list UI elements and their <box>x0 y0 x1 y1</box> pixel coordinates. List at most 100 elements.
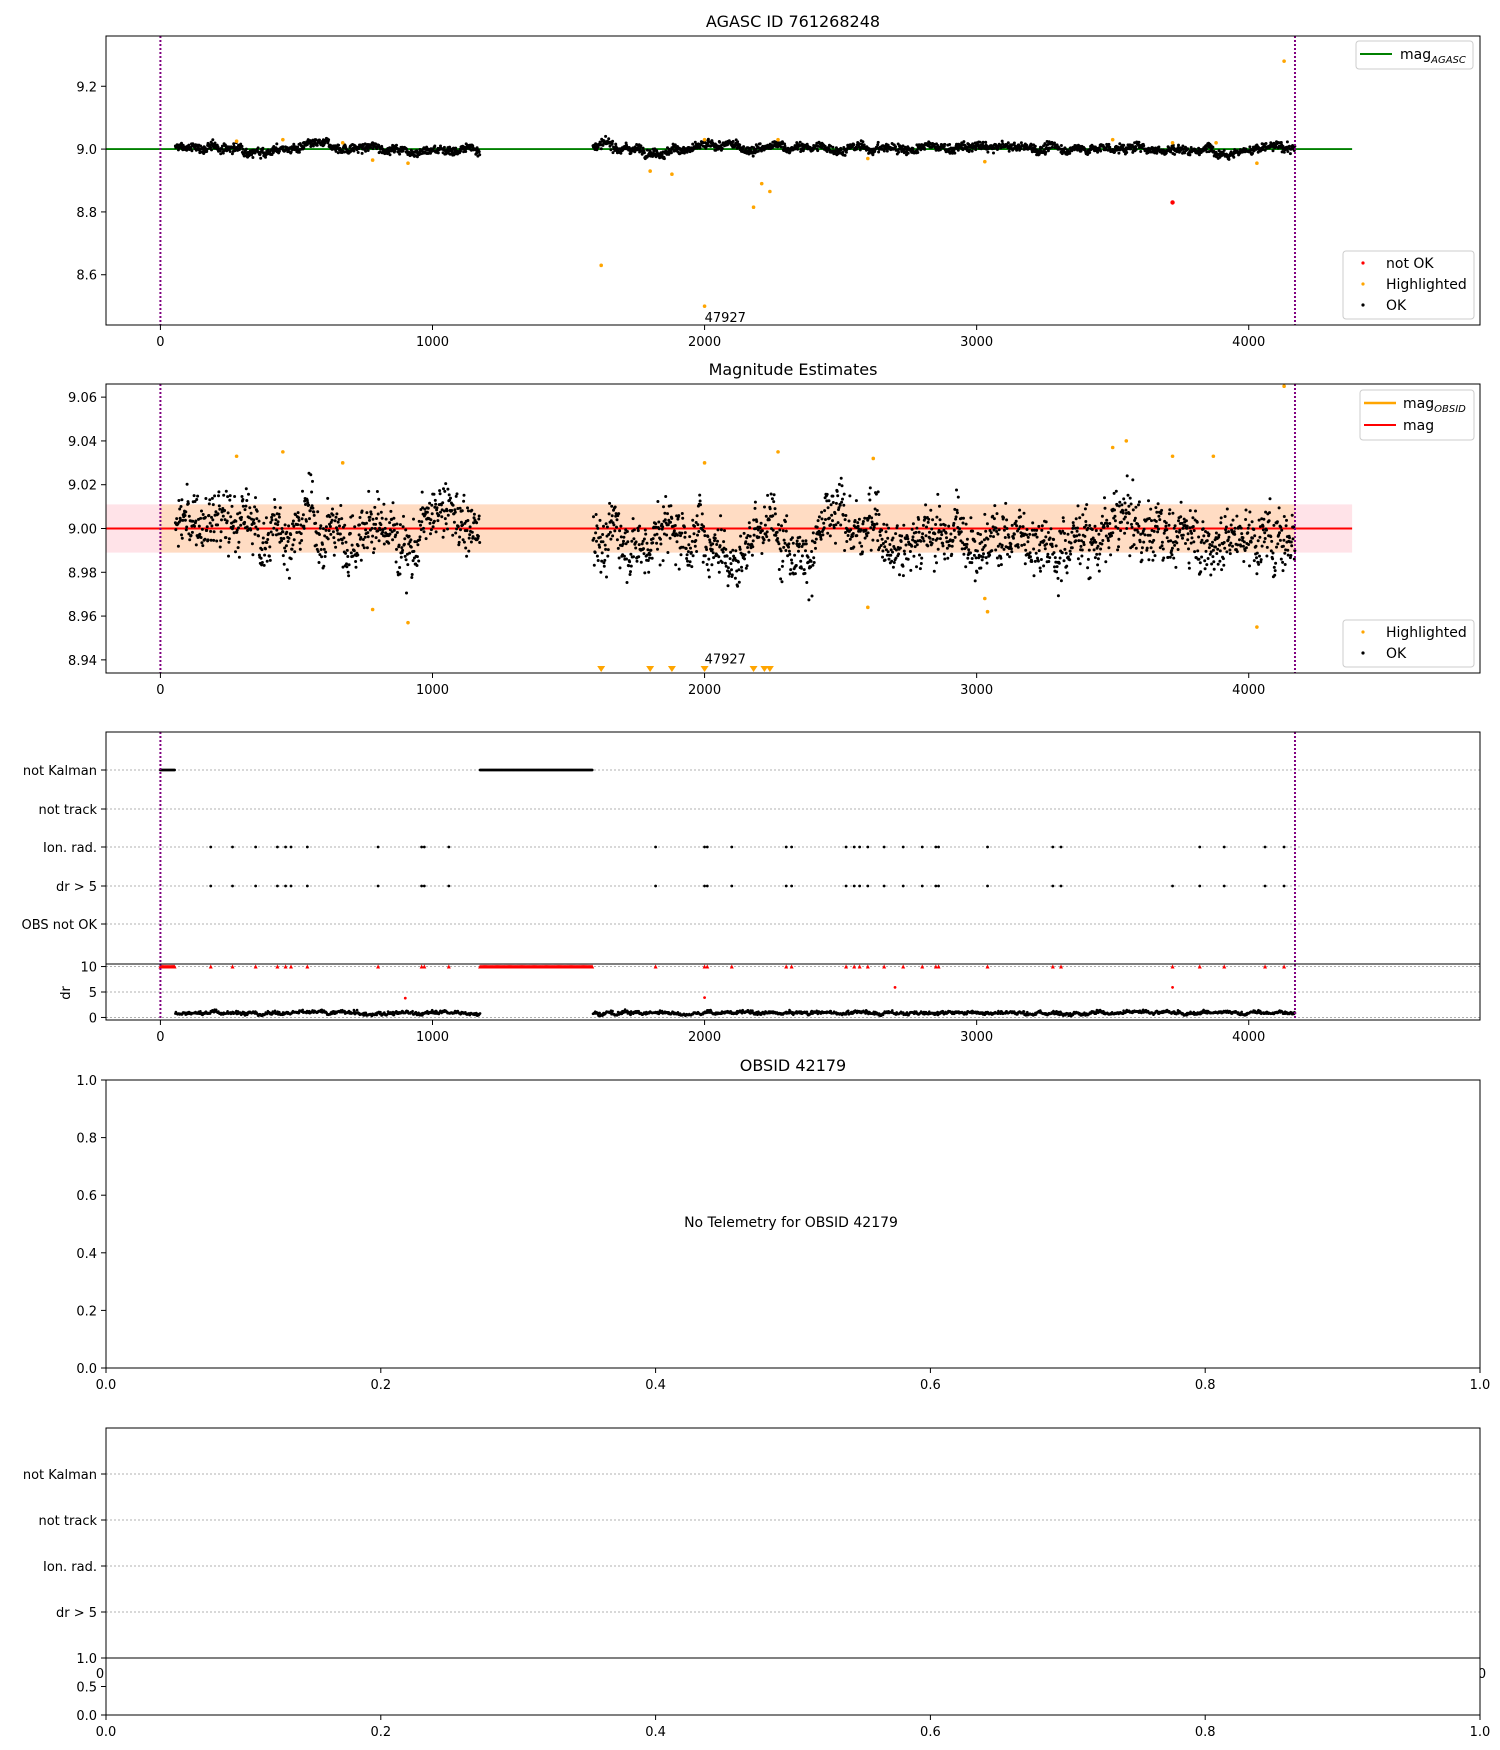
estimates-ok-point <box>218 545 222 549</box>
agasc-ok-point <box>971 142 975 146</box>
agasc-ok-point <box>439 144 442 148</box>
estimates-ok-point <box>226 495 230 499</box>
estimates-ok-point <box>443 489 447 493</box>
estimates-ok-point <box>729 550 733 554</box>
estimates-ok-point <box>335 528 339 532</box>
estimates-ok-point <box>1168 508 1172 512</box>
estimates-highlighted-point <box>281 450 285 454</box>
estimates-ok-point <box>1009 542 1013 546</box>
agasc-ok-point <box>956 148 960 152</box>
estimates-ok-point <box>1286 553 1290 557</box>
estimates-ok-point <box>619 524 623 528</box>
estimates-ok-point <box>1094 540 1098 544</box>
estimates-ok-point <box>1203 567 1207 571</box>
estimates-ok-point <box>1211 548 1215 552</box>
estimates-ok-point <box>939 530 943 534</box>
ion-rad-point <box>654 845 657 849</box>
estimates-ok-point <box>869 526 873 530</box>
estimates-ok-point <box>321 542 324 546</box>
estimates-ok-point <box>845 540 849 543</box>
estimates-ok-point <box>331 507 334 511</box>
estimates-ok-point <box>1233 526 1237 530</box>
estimates-ok-point <box>917 517 921 521</box>
estimates-ok-point <box>1238 538 1241 542</box>
estimates-ok-point <box>1153 554 1157 558</box>
agasc-ok-point <box>205 147 209 151</box>
estimates-ok-point <box>1289 554 1293 557</box>
agasc-ok-point <box>855 147 859 150</box>
estimates-ok-point <box>846 534 850 537</box>
estimates-ok-point <box>443 517 447 521</box>
estimates-ok-point <box>455 492 459 496</box>
estimates-ok-point <box>1016 545 1020 549</box>
estimates-ok-point <box>1047 560 1051 563</box>
estimates-ok-point <box>855 534 859 538</box>
estimates-ok-point <box>950 552 954 556</box>
estimates-ok-point <box>464 546 468 550</box>
estimates-ok-point <box>357 533 361 537</box>
agasc-ok-point <box>796 147 800 151</box>
estimates-xtick-label: 1000 <box>416 683 449 698</box>
estimates-ok-point <box>848 494 852 498</box>
estimates-ok-point <box>471 535 475 539</box>
dr5-point <box>920 884 924 888</box>
estimates-ok-point <box>1044 520 1048 524</box>
estimates-ok-point <box>1212 560 1216 564</box>
estimates-ok-point <box>934 523 938 526</box>
agasc-ok-point <box>1078 144 1082 148</box>
estimates-ok-point <box>852 545 856 549</box>
estimates-ok-point <box>962 552 966 556</box>
estimates-ok-point <box>716 539 719 543</box>
estimates-ok-point <box>428 521 432 525</box>
estimates-ok-point <box>408 551 412 555</box>
estimates-ok-point <box>465 529 469 533</box>
estimates-ok-point <box>1130 525 1134 529</box>
estimates-ok-point <box>217 504 221 508</box>
agasc-ok-point <box>361 144 365 148</box>
agasc-ok-point <box>754 147 758 151</box>
estimates-ok-point <box>780 564 784 568</box>
estimates-ok-point <box>1042 564 1046 568</box>
agasc-ok-point <box>992 151 995 155</box>
estimates-ok-point <box>790 561 794 565</box>
estimates-ok-point <box>301 489 304 493</box>
estimates-ok-point <box>291 519 295 523</box>
estimates-ok-point <box>366 535 370 539</box>
estimates-ok-point <box>811 563 815 567</box>
agasc-ok-point <box>607 137 611 141</box>
estimates-ok-point <box>1249 540 1253 544</box>
estimates-ok-point <box>960 547 964 551</box>
estimates-ok-point <box>446 513 450 517</box>
ion-rad-point <box>882 845 886 849</box>
estimates-ok-point <box>1268 497 1272 501</box>
estimates-ok-point <box>973 579 977 583</box>
estimates-ok-point <box>1019 515 1022 519</box>
estimates-ok-point <box>621 542 625 546</box>
estimates-ok-point <box>924 503 928 507</box>
estimates-ok-point <box>316 550 320 553</box>
estimates-ok-point <box>804 549 807 553</box>
estimates-ok-point <box>1261 524 1265 528</box>
estimates-ok-point <box>1161 547 1165 551</box>
estimates-ok-point <box>1069 541 1073 545</box>
estimates-ok-point <box>982 552 985 556</box>
estimates-ok-point <box>1156 502 1160 506</box>
estimates-ok-point <box>876 539 880 543</box>
estimates-ok-point <box>234 550 237 554</box>
estimates-ok-point <box>436 519 440 523</box>
estimates-ok-point <box>257 519 261 523</box>
agasc-ok-point <box>228 150 232 153</box>
estimates-ok-point <box>440 515 444 519</box>
agasc-ok-point <box>1181 144 1185 148</box>
estimates-ok-point <box>206 538 210 542</box>
agasc-ok-point <box>199 144 203 148</box>
estimates-ok-point <box>466 509 470 513</box>
ion-rad-point <box>231 845 234 849</box>
estimates-ok-point <box>629 552 633 556</box>
estimates-ok-point <box>1171 511 1175 515</box>
estimates-ok-point <box>930 541 934 545</box>
estimates-ok-point <box>347 563 351 567</box>
estimates-ok-point <box>1164 524 1168 528</box>
